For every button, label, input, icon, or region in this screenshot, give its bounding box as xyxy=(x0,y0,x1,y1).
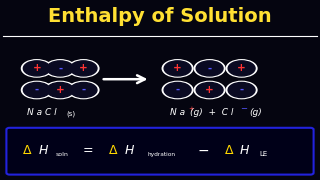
Circle shape xyxy=(226,60,257,77)
Text: =: = xyxy=(83,144,93,157)
Text: -: - xyxy=(239,85,244,95)
Circle shape xyxy=(23,61,50,76)
Text: $H$: $H$ xyxy=(124,144,135,157)
Text: $\Delta$: $\Delta$ xyxy=(108,144,119,157)
Text: +: + xyxy=(237,63,246,73)
Text: $-$: $-$ xyxy=(197,143,209,157)
Circle shape xyxy=(228,82,255,98)
Text: $\Delta$: $\Delta$ xyxy=(224,144,234,157)
Text: $\Delta$: $\Delta$ xyxy=(22,144,32,157)
Text: (g)  +  C l: (g) + C l xyxy=(189,108,233,117)
Circle shape xyxy=(194,81,225,99)
Circle shape xyxy=(45,81,76,99)
Circle shape xyxy=(47,82,74,98)
Text: +: + xyxy=(205,85,214,95)
Text: +: + xyxy=(32,63,41,73)
Circle shape xyxy=(47,61,74,76)
Circle shape xyxy=(164,82,191,98)
Circle shape xyxy=(45,60,76,77)
Text: $H$: $H$ xyxy=(38,144,49,157)
Text: hydration: hydration xyxy=(148,152,176,157)
Circle shape xyxy=(68,81,99,99)
Text: soln: soln xyxy=(56,152,69,157)
FancyBboxPatch shape xyxy=(6,128,314,175)
Circle shape xyxy=(21,60,52,77)
Circle shape xyxy=(164,61,191,76)
Text: +: + xyxy=(188,106,194,112)
Circle shape xyxy=(162,81,193,99)
Circle shape xyxy=(196,82,223,98)
Circle shape xyxy=(162,60,193,77)
Circle shape xyxy=(21,81,52,99)
Text: -: - xyxy=(207,63,212,73)
Text: (g): (g) xyxy=(250,108,262,117)
Circle shape xyxy=(70,61,97,76)
Text: N a: N a xyxy=(170,108,185,117)
Text: $H$: $H$ xyxy=(239,144,250,157)
Text: -: - xyxy=(175,85,180,95)
Circle shape xyxy=(226,81,257,99)
Text: -: - xyxy=(58,63,62,73)
Text: +: + xyxy=(56,85,65,95)
Text: N a C l: N a C l xyxy=(27,108,56,117)
Text: -: - xyxy=(81,85,86,95)
Text: -: - xyxy=(35,85,39,95)
Text: (s): (s) xyxy=(67,111,76,117)
Circle shape xyxy=(196,61,223,76)
Text: LE: LE xyxy=(259,151,267,157)
Text: +: + xyxy=(173,63,182,73)
Text: −: − xyxy=(240,104,247,113)
Circle shape xyxy=(68,60,99,77)
Circle shape xyxy=(194,60,225,77)
Circle shape xyxy=(23,82,50,98)
Circle shape xyxy=(70,82,97,98)
Text: +: + xyxy=(79,63,88,73)
Text: Enthalpy of Solution: Enthalpy of Solution xyxy=(48,7,272,26)
Circle shape xyxy=(228,61,255,76)
